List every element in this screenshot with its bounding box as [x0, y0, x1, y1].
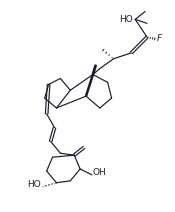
Text: F: F [157, 33, 162, 43]
Text: OH: OH [93, 168, 107, 177]
Text: HO: HO [27, 180, 41, 189]
Text: HO: HO [120, 15, 133, 24]
